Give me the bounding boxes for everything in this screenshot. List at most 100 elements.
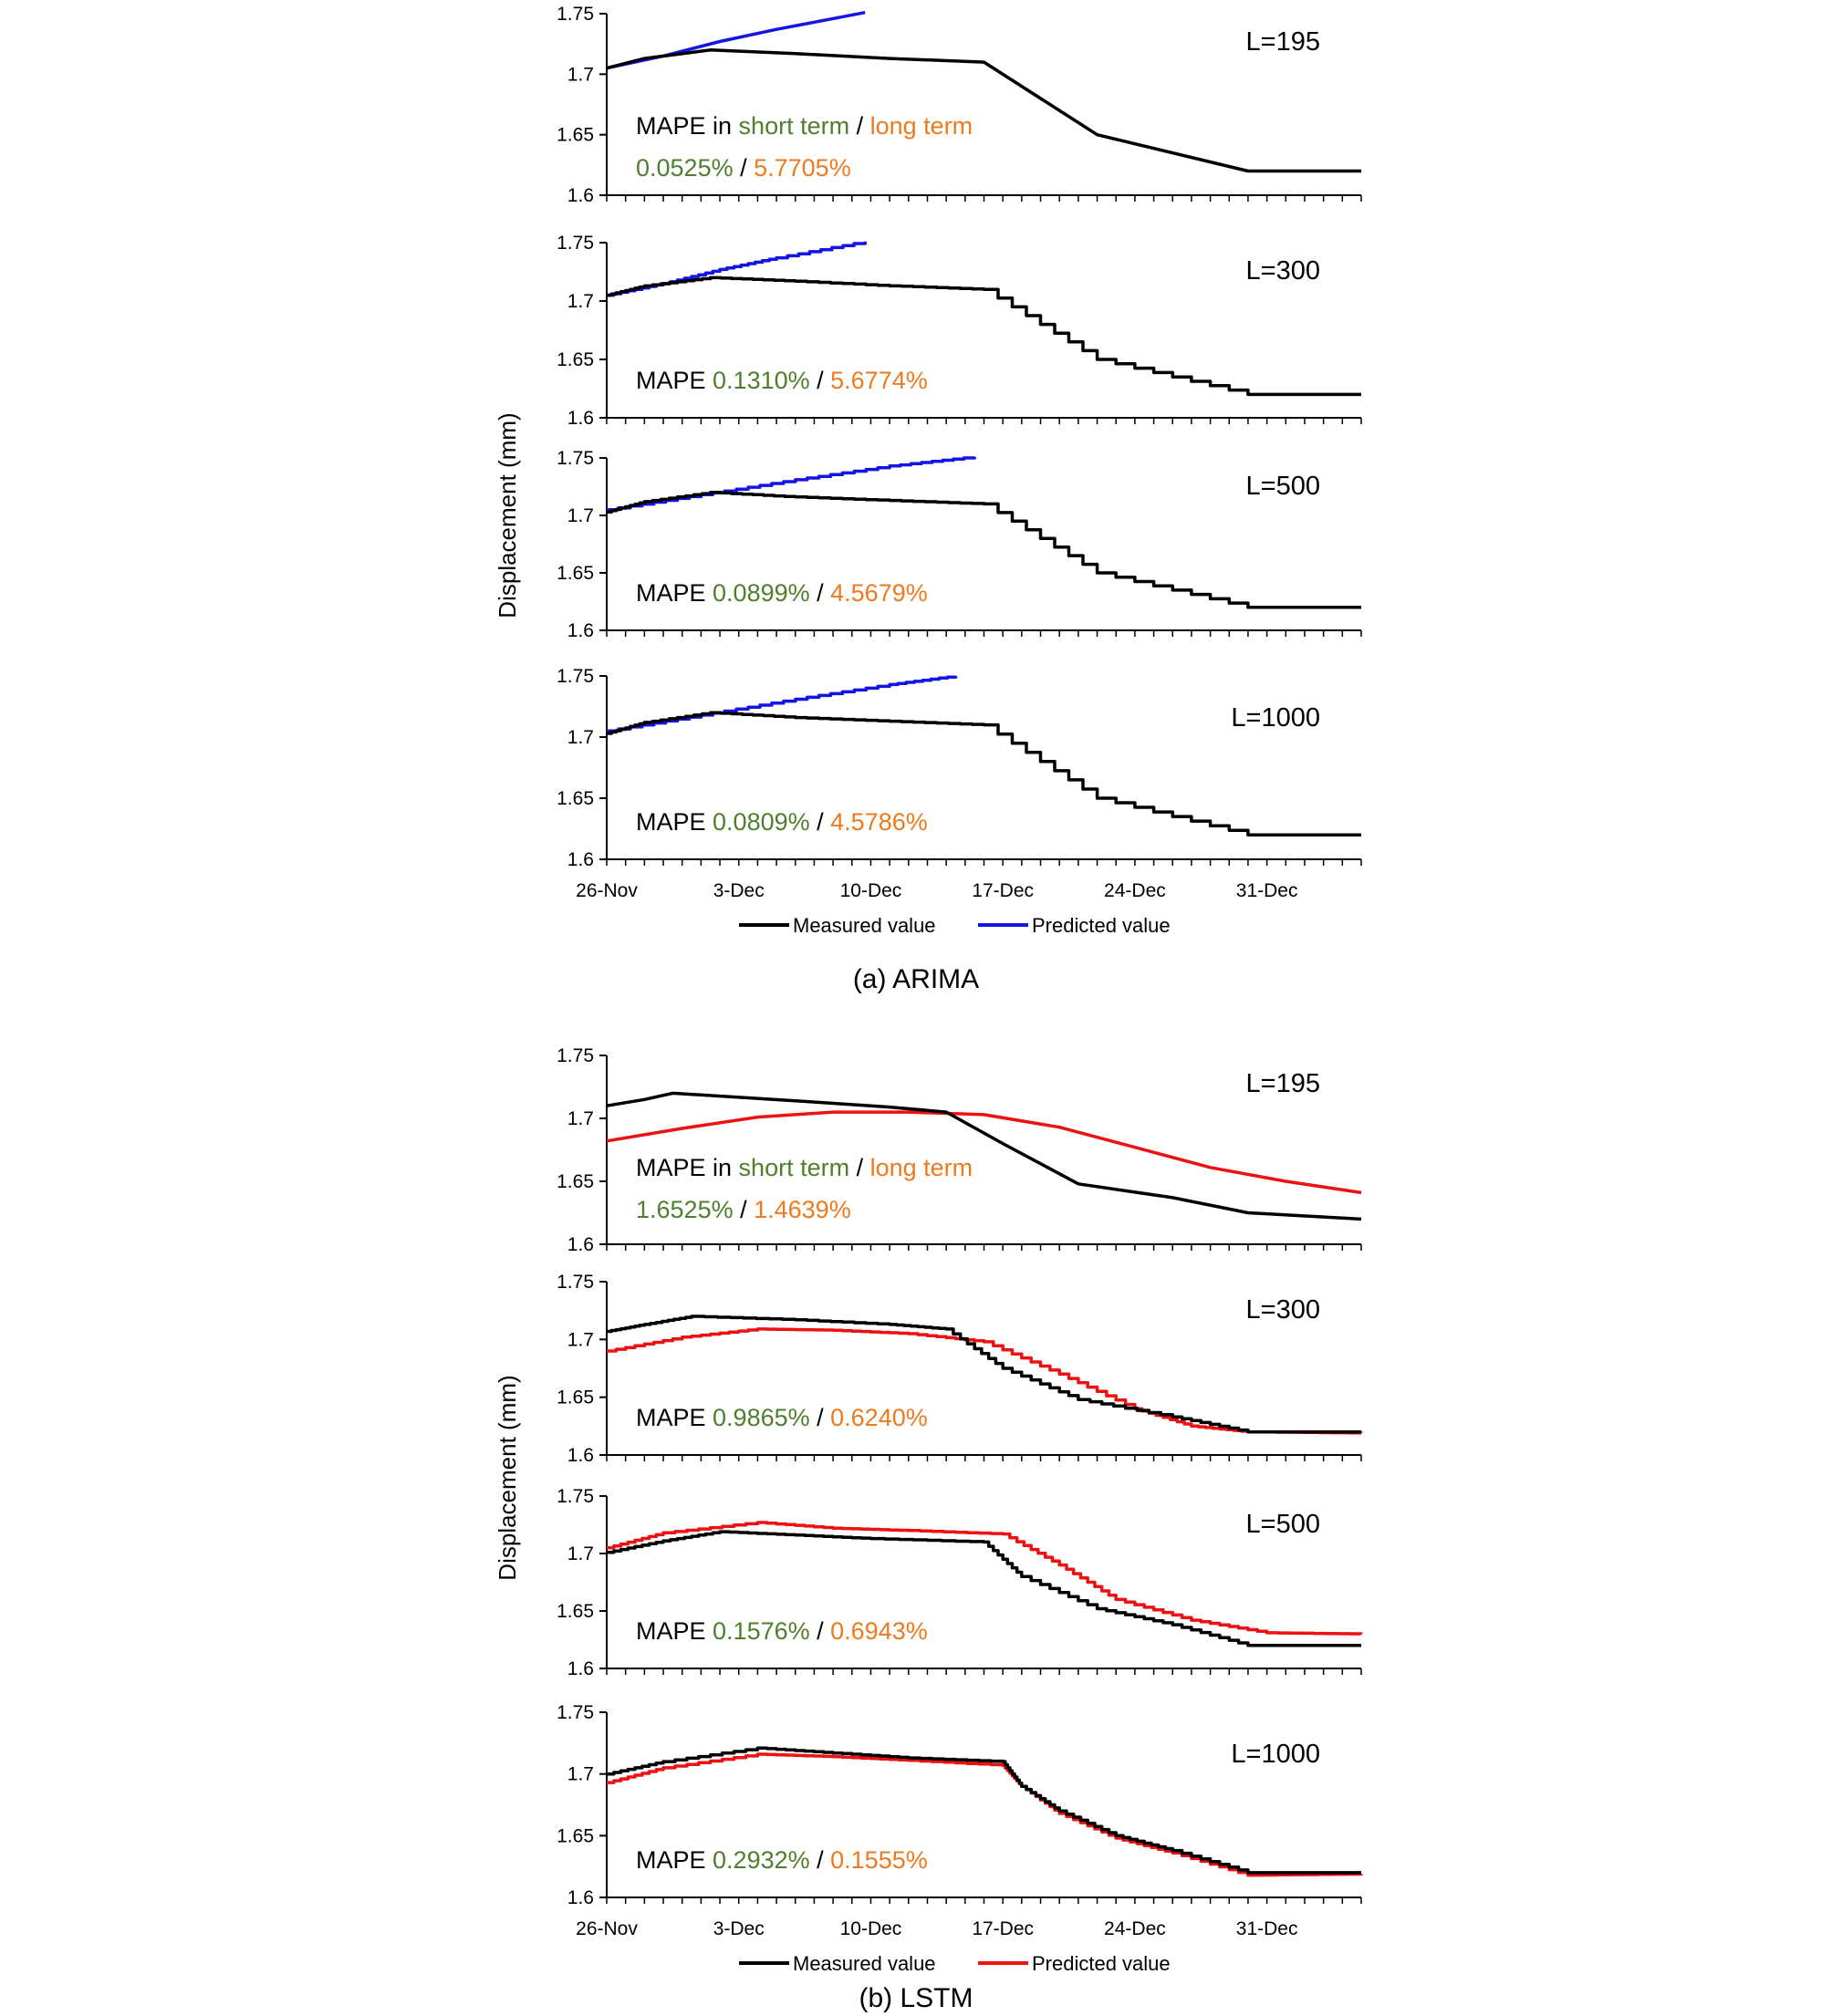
x-tick-label: 26-Nov xyxy=(576,880,638,901)
y-tick-label: 1.6 xyxy=(567,185,594,206)
figure-caption: (b) LSTM xyxy=(859,1983,973,2013)
panel-l-300: 1.6 1.65 1.7 1.75 L=300 MAPE 0.1310% / 5.6774… xyxy=(557,233,1362,429)
y-axis-label: Displacement (mm) xyxy=(494,1375,521,1580)
mape-mape-long-value: 5.6774% xyxy=(830,367,928,394)
y-tick-label: 1.7 xyxy=(567,727,594,748)
x-tick-label: 17-Dec xyxy=(972,880,1034,901)
y-tick-label: 1.6 xyxy=(567,1658,594,1679)
mape-mape-long-value: 0.6240% xyxy=(830,1404,928,1431)
mape-mape-sep2: / xyxy=(734,154,755,182)
panel-label: L=500 xyxy=(1246,472,1320,501)
y-tick-label: 1.7 xyxy=(567,1329,594,1350)
panel-label: L=500 xyxy=(1246,1510,1320,1539)
x-tick-label: 3-Dec xyxy=(713,1918,765,1939)
legend-predicted-label: Predicted value xyxy=(1032,1952,1171,1975)
mape-mape-short-value: 0.2932% xyxy=(713,1846,810,1874)
mape-mape-long-value: 4.5786% xyxy=(830,808,928,836)
y-tick-label: 1.6 xyxy=(567,620,594,641)
y-tick-label: 1.6 xyxy=(567,408,594,429)
measured-series-line xyxy=(606,1091,1362,1221)
mape-mape-short-value: 0.0809% xyxy=(713,808,810,836)
y-tick-label: 1.65 xyxy=(557,1825,594,1846)
panel-l-195: 1.6 1.65 1.7 1.75 L=195 MAPE in short term / … xyxy=(557,4,1362,206)
panel-l-300: 1.6 1.65 1.7 1.75 L=300 MAPE 0.9865% / 0.6240… xyxy=(557,1272,1363,1466)
panel-label: L=195 xyxy=(1246,27,1320,57)
y-tick-label: 1.6 xyxy=(567,1445,594,1466)
mape-mape-sep1: / xyxy=(849,1154,870,1181)
x-tick-label: 10-Dec xyxy=(840,1918,902,1939)
lstm-figure: 1.6 1.65 1.7 1.75 L=195 MAPE in short term / … xyxy=(494,1045,1363,2013)
measured-series-line xyxy=(607,275,1361,397)
y-tick-label: 1.6 xyxy=(567,1887,594,1908)
mape-mape-long-label: long term xyxy=(870,1154,973,1181)
predicted-series-line xyxy=(607,241,867,297)
mape-values: MAPE 0.0809% / 4.5786% xyxy=(636,808,928,836)
mape-mape-sep1: / xyxy=(849,112,870,140)
mape-heading: MAPE in short term / long term xyxy=(636,1154,973,1181)
y-tick-label: 1.75 xyxy=(557,448,594,469)
y-tick-label: 1.75 xyxy=(557,1702,594,1723)
panel-l-195: 1.6 1.65 1.7 1.75 L=195 MAPE in short term / … xyxy=(557,1045,1362,1255)
y-tick-label: 1.6 xyxy=(567,1234,594,1255)
mape-mape-short-value: 0.0525% xyxy=(636,154,734,182)
figure-caption: (a) ARIMA xyxy=(853,964,979,994)
legend-measured-label: Measured value xyxy=(793,914,936,937)
predicted-series-line xyxy=(607,1327,1363,1435)
y-tick-label: 1.75 xyxy=(557,233,594,254)
panel-l-500: 1.6 1.65 1.7 1.75 L=500 MAPE 0.1576% / 0.6943… xyxy=(557,1486,1363,1679)
mape-mape-prefix: MAPE xyxy=(636,1617,713,1645)
mape-mape-prefix: MAPE in xyxy=(636,1154,739,1181)
y-tick-label: 1.7 xyxy=(567,1108,594,1129)
y-tick-label: 1.7 xyxy=(567,64,594,85)
predicted-series-line xyxy=(607,675,958,733)
x-tick-label: 31-Dec xyxy=(1236,1918,1298,1939)
mape-values: MAPE 0.1310% / 5.6774% xyxy=(636,367,928,394)
y-tick-label: 1.7 xyxy=(567,1764,594,1785)
legend-predicted-label: Predicted value xyxy=(1032,914,1171,937)
mape-mape-long-value: 4.5679% xyxy=(830,579,928,607)
mape-mape-prefix: MAPE xyxy=(636,1846,713,1874)
y-tick-label: 1.65 xyxy=(557,349,594,370)
mape-mape-prefix: MAPE xyxy=(636,808,713,836)
mape-mape-long-label: long term xyxy=(870,112,973,140)
mape-mape-short-label: short term xyxy=(739,112,850,140)
legend: Measured value Predicted value xyxy=(739,914,1171,937)
mape-mape-sep2: / xyxy=(810,579,831,607)
mape-mape-short-value: 1.6525% xyxy=(636,1196,734,1223)
y-tick-label: 1.75 xyxy=(557,1272,594,1293)
y-tick-label: 1.75 xyxy=(557,1486,594,1507)
mape-mape-short-label: short term xyxy=(739,1154,850,1181)
y-tick-label: 1.7 xyxy=(567,291,594,312)
measured-series-line xyxy=(607,711,1361,837)
mape-mape-sep2: / xyxy=(810,808,831,836)
measured-series-line xyxy=(607,1746,1361,1875)
y-tick-label: 1.65 xyxy=(557,1387,594,1408)
panel-label: L=1000 xyxy=(1231,1740,1320,1769)
y-tick-label: 1.65 xyxy=(557,788,594,809)
predicted-series-line xyxy=(607,1521,1363,1636)
x-tick-label: 31-Dec xyxy=(1236,880,1298,901)
x-tick-label: 10-Dec xyxy=(840,880,902,901)
mape-mape-prefix: MAPE xyxy=(636,367,713,394)
y-tick-label: 1.7 xyxy=(567,505,594,526)
y-tick-label: 1.65 xyxy=(557,563,594,584)
predicted-series-line xyxy=(607,456,976,512)
mape-mape-sep2: / xyxy=(810,1617,831,1645)
y-axis-label: Displacement (mm) xyxy=(494,412,521,618)
mape-mape-short-value: 0.1576% xyxy=(713,1617,810,1645)
mape-heading: MAPE in short term / long term xyxy=(636,112,973,140)
legend: Measured value Predicted value xyxy=(739,1952,1171,1975)
x-tick-label: 17-Dec xyxy=(972,1918,1034,1939)
mape-mape-long-value: 0.1555% xyxy=(830,1846,928,1874)
mape-values: 0.0525% / 5.7705% xyxy=(636,154,851,182)
panel-l-1000: 1.6 1.65 1.7 1.75 L=1000 MAPE 0.0809% / 4.578… xyxy=(557,666,1362,870)
mape-mape-sep2: / xyxy=(734,1196,755,1223)
mape-values: MAPE 0.0899% / 4.5679% xyxy=(636,579,928,607)
arima-figure: 1.6 1.65 1.7 1.75 L=195 MAPE in short term / … xyxy=(494,4,1362,994)
panel-label: L=195 xyxy=(1246,1069,1320,1098)
x-tick-label: 24-Dec xyxy=(1104,880,1166,901)
mape-mape-long-value: 0.6943% xyxy=(830,1617,928,1645)
y-tick-label: 1.75 xyxy=(557,666,594,687)
mape-mape-short-value: 0.0899% xyxy=(713,579,810,607)
panel-l-1000: 1.6 1.65 1.7 1.75 L=1000 MAPE 0.2932% / 0.155… xyxy=(557,1702,1363,1908)
